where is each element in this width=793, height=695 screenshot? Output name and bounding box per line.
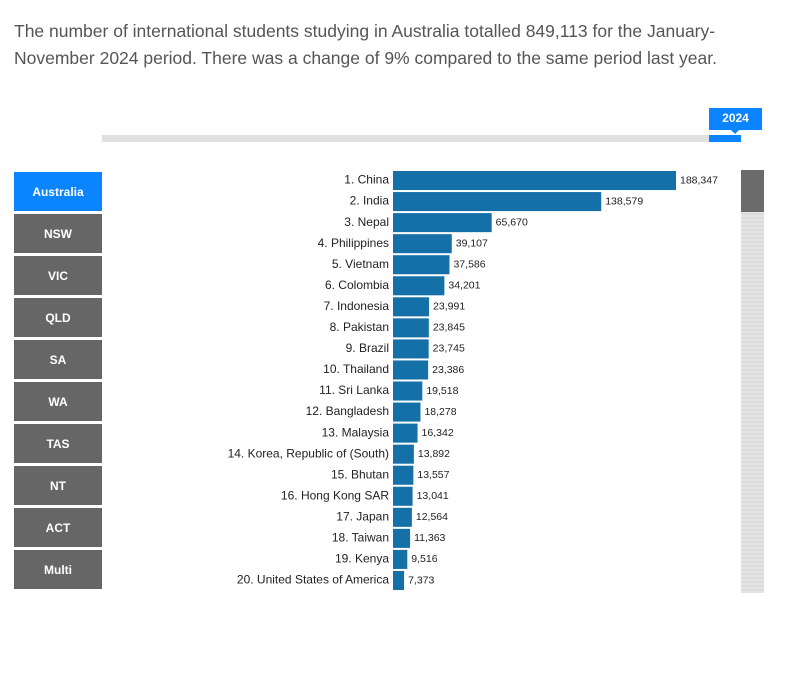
category-label: 13. Malaysia (322, 425, 390, 439)
category-label: 8. Pakistan (330, 320, 389, 334)
category-label: 10. Thailand (323, 362, 389, 376)
category-label: 17. Japan (336, 509, 389, 523)
value-label: 7,373 (408, 574, 434, 586)
scrollbar-thumb[interactable] (741, 170, 764, 212)
region-button[interactable]: TAS (14, 424, 102, 463)
bar (393, 255, 450, 275)
region-button[interactable]: NSW (14, 214, 102, 253)
category-label: 19. Kenya (335, 552, 389, 566)
value-label: 19,518 (426, 385, 458, 397)
value-label: 16,342 (422, 427, 454, 439)
bar (393, 549, 408, 569)
value-label: 11,363 (414, 532, 445, 544)
category-label: 7. Indonesia (324, 299, 390, 313)
bar (393, 507, 412, 527)
value-label: 13,557 (417, 469, 449, 481)
value-label: 34,201 (448, 280, 480, 292)
bar (393, 297, 430, 317)
category-label: 16. Hong Kong SAR (281, 488, 389, 502)
slider-label-box (709, 108, 762, 130)
category-label: 12. Bangladesh (306, 404, 389, 418)
slider-pointer (731, 130, 739, 134)
category-label: 15. Bhutan (331, 467, 389, 481)
region-button[interactable]: VIC (14, 256, 102, 295)
category-label: 6. Colombia (325, 278, 389, 292)
value-label: 13,041 (417, 490, 449, 502)
scrollbar-track[interactable] (741, 170, 764, 593)
bar (393, 339, 429, 359)
bar (393, 444, 414, 464)
category-label: 14. Korea, Republic of (South) (228, 446, 389, 460)
category-label: 5. Vietnam (332, 257, 389, 271)
bar (393, 192, 602, 212)
bar (393, 213, 492, 233)
value-label: 18,278 (424, 406, 456, 418)
bar (393, 528, 411, 548)
category-label: 2. India (350, 194, 390, 208)
value-label: 12,564 (416, 511, 448, 523)
value-label: 9,516 (411, 553, 437, 565)
bar (393, 423, 418, 443)
category-label: 11. Sri Lanka (319, 383, 389, 397)
value-label: 13,892 (418, 448, 450, 460)
value-label: 138,579 (605, 195, 643, 207)
bar (393, 360, 429, 380)
bar (393, 234, 452, 254)
region-buttons: Australia NSW VIC QLD SA WA TAS NT ACT Multi (14, 172, 102, 592)
bar (393, 402, 421, 422)
slider-track[interactable] (102, 135, 741, 142)
category-label: 9. Brazil (346, 341, 389, 355)
bar (393, 486, 413, 506)
bar (393, 570, 405, 590)
region-button[interactable]: SA (14, 340, 102, 379)
bar (393, 381, 423, 401)
bar (393, 171, 676, 191)
region-button[interactable]: QLD (14, 298, 102, 337)
region-button[interactable]: Australia (14, 172, 102, 211)
value-label: 23,745 (433, 343, 465, 355)
value-label: 23,845 (433, 322, 465, 334)
value-label: 39,107 (456, 237, 488, 249)
slider-label: 2024 (722, 111, 749, 125)
region-button[interactable]: ACT (14, 508, 102, 547)
category-label: 3. Nepal (344, 215, 389, 229)
category-label: 18. Taiwan (332, 531, 389, 545)
value-label: 65,670 (496, 216, 528, 228)
value-label: 188,347 (680, 174, 718, 186)
intro-text: The number of international students stu… (14, 21, 717, 68)
bar (393, 276, 445, 296)
region-button[interactable]: NT (14, 466, 102, 505)
category-label: 20. United States of America (237, 573, 389, 587)
bar (393, 465, 414, 485)
value-label: 37,586 (453, 259, 485, 271)
region-button[interactable]: Multi (14, 550, 102, 589)
region-button[interactable]: WA (14, 382, 102, 421)
category-label: 1. China (344, 173, 389, 187)
category-label: 4. Philippines (318, 236, 389, 250)
bar (393, 318, 429, 338)
slider-handle[interactable] (709, 135, 741, 142)
value-label: 23,386 (432, 364, 464, 376)
value-label: 23,991 (433, 301, 465, 313)
